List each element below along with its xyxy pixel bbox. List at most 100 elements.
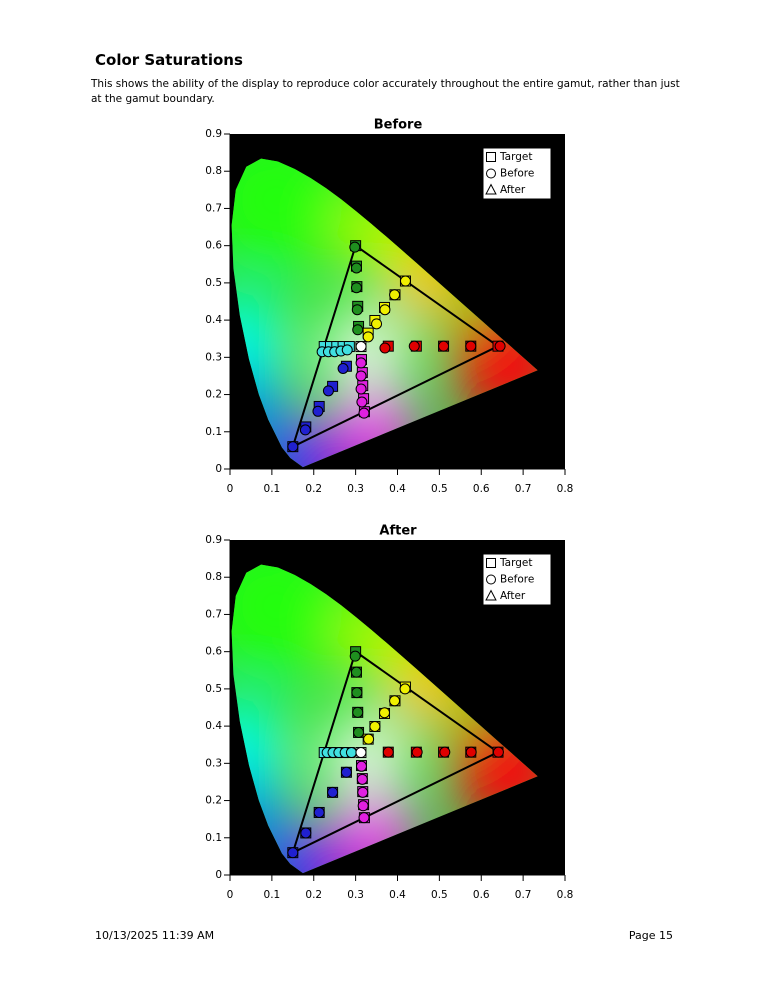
marker-circle [369, 720, 381, 732]
marker-circle [465, 746, 477, 758]
marker-circle [465, 340, 477, 352]
marker-circle [389, 695, 401, 707]
x-tick-label: 0.1 [264, 483, 281, 495]
legend-label: After [500, 590, 526, 602]
x-tick-label: 0.6 [473, 483, 490, 495]
marker-circle [350, 666, 362, 678]
x-tick-label: 0.2 [305, 483, 322, 495]
marker-circle [355, 383, 367, 395]
x-tick-label: 0.1 [264, 889, 281, 901]
marker-circle [299, 424, 311, 436]
marker-circle [313, 806, 325, 818]
marker-circle [355, 357, 367, 369]
footer-page: Page 15 [628, 929, 673, 942]
x-tick-label: 0.5 [431, 483, 448, 495]
marker-circle [352, 706, 364, 718]
marker-circle [351, 304, 363, 316]
description: This shows the ability of the display to… [91, 78, 680, 105]
marker-square [486, 558, 496, 568]
marker-circle [357, 800, 369, 812]
marker-circle [399, 683, 411, 695]
chart-title: After [379, 524, 417, 539]
y-tick-label: 0.9 [205, 534, 222, 546]
y-tick-label: 0.3 [205, 757, 222, 769]
marker-circle [358, 407, 370, 419]
x-tick-label: 0.3 [347, 483, 364, 495]
marker-circle [287, 441, 299, 453]
marker-circle [287, 847, 299, 859]
y-tick-label: 0.4 [205, 314, 222, 326]
x-tick-label: 0 [227, 483, 234, 495]
marker-circle [362, 331, 374, 343]
marker-circle [486, 168, 496, 179]
legend-label: After [500, 184, 526, 196]
marker-circle [352, 324, 364, 336]
marker-circle [371, 318, 383, 330]
marker-circle [349, 650, 361, 662]
marker-square [486, 152, 496, 162]
marker-circle [358, 812, 370, 824]
y-tick-label: 0.5 [205, 683, 222, 695]
marker-circle [355, 760, 367, 772]
marker-circle [379, 304, 391, 316]
marker-circle [355, 370, 367, 382]
marker-triangle [485, 183, 497, 195]
y-tick-label: 0.6 [205, 240, 222, 252]
marker-circle [345, 747, 357, 759]
footer-date: 10/13/2025 11:39 AM [95, 929, 215, 942]
marker-circle [411, 746, 423, 758]
y-tick-label: 0.2 [205, 795, 222, 807]
x-tick-label: 0.3 [347, 889, 364, 901]
x-tick-label: 0.6 [473, 889, 490, 901]
x-tick-label: 0.4 [389, 483, 406, 495]
marker-circle [356, 773, 368, 785]
legend-label: Before [500, 574, 534, 586]
marker-circle [382, 746, 394, 758]
marker-circle [357, 786, 369, 798]
marker-circle [356, 396, 368, 408]
marker-circle [389, 289, 401, 301]
marker-circle [399, 275, 411, 287]
marker-circle [439, 746, 451, 758]
chart-title: Before [374, 118, 423, 133]
y-tick-label: 0 [215, 463, 222, 475]
marker-circle [438, 340, 450, 352]
marker-circle [327, 786, 339, 798]
marker-circle [355, 341, 367, 353]
legend-label: Before [500, 168, 534, 180]
y-tick-label: 0.7 [205, 608, 222, 620]
marker-circle [379, 342, 391, 354]
marker-circle [494, 340, 506, 352]
x-tick-label: 0.8 [557, 483, 574, 495]
x-tick-label: 0.4 [389, 889, 406, 901]
legend-label: Target [499, 151, 532, 163]
marker-circle [349, 241, 361, 253]
marker-circle [337, 363, 349, 374]
marker-circle [312, 405, 324, 417]
marker-circle [300, 827, 312, 839]
y-tick-label: 0.7 [205, 202, 222, 214]
marker-circle [351, 687, 363, 699]
x-tick-label: 0 [227, 889, 234, 901]
x-tick-label: 0.7 [515, 483, 532, 495]
x-tick-label: 0.2 [305, 889, 322, 901]
y-tick-label: 0.5 [205, 277, 222, 289]
y-tick-label: 0.3 [205, 351, 222, 363]
marker-circle [355, 747, 367, 759]
y-tick-label: 0.2 [205, 389, 222, 401]
y-tick-label: 0.1 [205, 426, 222, 438]
section-title: Color Saturations [95, 51, 243, 69]
y-tick-label: 0.9 [205, 128, 222, 140]
x-tick-label: 0.7 [515, 889, 532, 901]
chart: Before 0 0.1 0.2 0.3 0.4 0.5 0.6 0.7 0.8 0.9 0 0.1 0… [205, 118, 574, 496]
x-tick-label: 0.8 [557, 889, 574, 901]
marker-circle [341, 344, 353, 356]
marker-circle [353, 726, 365, 738]
marker-circle [350, 262, 362, 274]
x-tick-label: 0.5 [431, 889, 448, 901]
legend-label: Target [499, 557, 532, 569]
marker-circle [340, 766, 352, 778]
marker-circle [492, 746, 504, 758]
marker-circle [350, 282, 362, 294]
